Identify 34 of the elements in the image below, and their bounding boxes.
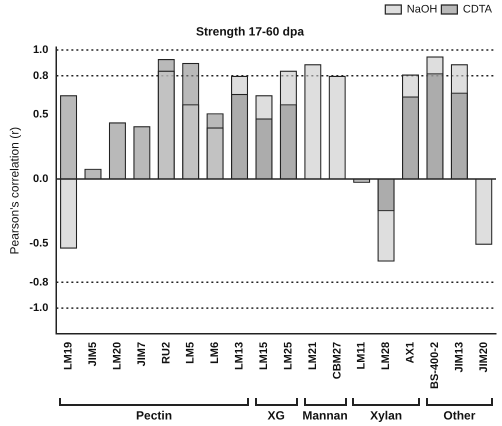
y-tick-label: 0.0 (33, 173, 48, 186)
y-tick-label: 0.8 (33, 70, 48, 82)
x-tick-label: LM25 (282, 342, 294, 370)
x-tick-label: JIM13 (453, 342, 466, 372)
x-tick-label: BS-400-2 (428, 342, 441, 389)
y-tick-label: -0.5 (29, 238, 48, 250)
x-tick-label: LM20 (111, 342, 124, 370)
x-tick-label: CBM27 (331, 342, 344, 380)
text: Xylan (370, 408, 402, 422)
text: XG (268, 408, 285, 422)
y-tick-label: 0.5 (33, 108, 48, 121)
y-tick-label: -1.0 (29, 302, 48, 314)
x-tick-label: JIM20 (478, 342, 490, 372)
x-tick-label: LM28 (380, 342, 392, 370)
text: Mannan (302, 408, 348, 422)
x-tick-label: LM5 (184, 342, 197, 364)
legend-label: NaOH (406, 4, 438, 16)
y-axis-title: Pearson's correlation (r) (8, 126, 22, 254)
legend-label: CDTA (462, 4, 493, 16)
text: Other (443, 408, 476, 422)
x-tick-label: LM15 (258, 342, 270, 370)
x-tick-label: LM11 (356, 342, 368, 370)
x-tick-label: AX1 (404, 342, 417, 364)
x-tick-label: RU2 (160, 342, 172, 364)
x-tick-label: LM21 (306, 342, 319, 370)
y-tick-label: -0.8 (29, 276, 48, 288)
x-tick-label: LM6 (209, 342, 222, 364)
x-tick-label: LM13 (234, 342, 246, 370)
x-tick-label: JIM7 (136, 342, 148, 366)
y-tick-label: 1.0 (33, 44, 48, 56)
text: Pectin (136, 408, 172, 422)
chart-title: Strength 17-60 dpa (196, 24, 304, 39)
x-tick-label: JIM5 (87, 342, 100, 366)
x-tick-label: LM19 (62, 342, 75, 370)
